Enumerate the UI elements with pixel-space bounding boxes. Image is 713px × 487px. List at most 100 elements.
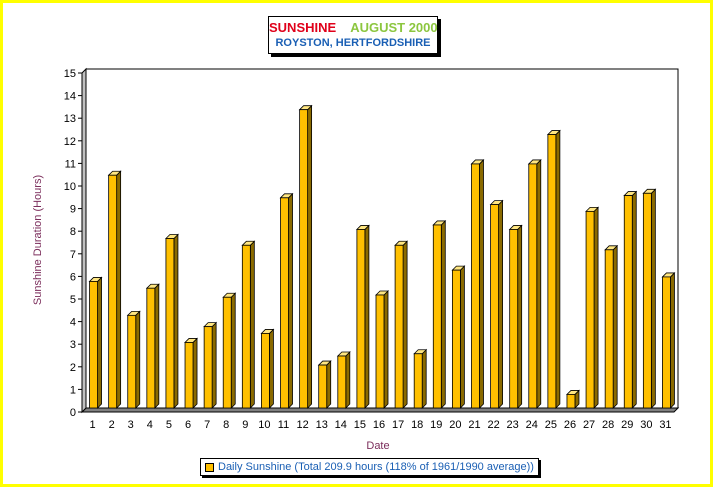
bar bbox=[298, 104, 313, 409]
bar-front bbox=[432, 224, 442, 409]
bar bbox=[184, 337, 198, 409]
x-tick-label: 1 bbox=[89, 419, 95, 431]
bar-front bbox=[604, 249, 614, 409]
chart-title-box: SUNSHINE AUGUST 2000 ROYSTON, HERTFORDSHI… bbox=[268, 16, 438, 54]
bar bbox=[336, 351, 351, 409]
x-tick-label: 31 bbox=[659, 419, 671, 431]
x-tick-label: 19 bbox=[430, 419, 442, 431]
bar bbox=[222, 292, 237, 409]
y-tick-label: 2 bbox=[70, 362, 76, 374]
bar-side bbox=[192, 337, 198, 409]
y-tick-label: 8 bbox=[70, 226, 76, 238]
chart-title-sunshine: SUNSHINE bbox=[269, 20, 337, 35]
bar-front bbox=[490, 204, 499, 409]
bar-front bbox=[222, 296, 232, 409]
x-tick-label: 26 bbox=[564, 419, 576, 431]
bar-front bbox=[413, 353, 423, 409]
y-tick-label: 1 bbox=[70, 384, 76, 396]
bar-front bbox=[566, 394, 576, 409]
bar bbox=[527, 158, 542, 409]
x-tick-label: 20 bbox=[449, 419, 461, 431]
bar bbox=[604, 244, 619, 409]
bar bbox=[413, 348, 428, 409]
x-tick-label: 3 bbox=[128, 419, 134, 431]
bar bbox=[260, 328, 275, 409]
bar-front bbox=[280, 197, 289, 409]
bar-front bbox=[241, 244, 251, 409]
bar bbox=[203, 321, 218, 409]
y-tick-label: 3 bbox=[70, 339, 76, 351]
x-tick-label: 17 bbox=[392, 419, 404, 431]
bar-front bbox=[547, 134, 557, 409]
x-tick-label: 8 bbox=[223, 419, 229, 431]
plot-side-wall bbox=[81, 67, 87, 414]
bar-side bbox=[631, 190, 637, 409]
bar-front bbox=[337, 355, 347, 409]
bar-front bbox=[184, 342, 194, 409]
y-tick-label: 5 bbox=[70, 294, 76, 306]
bar bbox=[88, 276, 103, 409]
bar bbox=[470, 158, 485, 409]
bar bbox=[661, 271, 676, 409]
y-tick-label: 10 bbox=[64, 181, 76, 193]
x-tick-label: 27 bbox=[583, 419, 595, 431]
x-tick-label: 10 bbox=[258, 419, 270, 431]
bar-front bbox=[394, 244, 404, 409]
plot-floor bbox=[80, 407, 680, 413]
x-tick-label: 23 bbox=[507, 419, 519, 431]
bar-front bbox=[108, 174, 118, 409]
x-tick-label: 21 bbox=[468, 419, 480, 431]
bar-front bbox=[662, 276, 671, 409]
x-tick-label: 22 bbox=[487, 419, 499, 431]
x-tick-label: 28 bbox=[602, 419, 614, 431]
bar bbox=[145, 283, 160, 409]
chart-title-month: AUGUST 2000 bbox=[350, 20, 438, 35]
x-tick-label: 7 bbox=[204, 419, 210, 431]
bar-side bbox=[498, 199, 503, 409]
bar-side bbox=[670, 271, 675, 409]
bar-side bbox=[307, 104, 313, 409]
bar bbox=[126, 310, 141, 409]
x-tick-label: 16 bbox=[373, 419, 385, 431]
bar-side bbox=[173, 233, 179, 409]
bar-side bbox=[116, 170, 122, 409]
bar-side bbox=[421, 348, 427, 409]
bar-front bbox=[261, 333, 270, 409]
bar-front bbox=[89, 281, 98, 409]
bar bbox=[623, 190, 638, 409]
bar-side bbox=[97, 276, 102, 409]
bar-side bbox=[288, 192, 293, 409]
y-tick-label: 7 bbox=[70, 249, 76, 261]
bar-front bbox=[509, 229, 519, 409]
bar-front bbox=[528, 163, 538, 409]
x-tick-label: 14 bbox=[335, 419, 347, 431]
bar-side bbox=[154, 283, 160, 409]
y-tick-label: 0 bbox=[70, 407, 76, 419]
bar-side bbox=[650, 188, 656, 409]
bar-side bbox=[345, 351, 351, 409]
bar-side bbox=[364, 224, 370, 409]
bar-layer bbox=[88, 104, 676, 409]
bar-side bbox=[211, 321, 217, 409]
bar bbox=[546, 129, 561, 409]
bar bbox=[164, 233, 179, 409]
bar bbox=[279, 192, 294, 409]
bar-side bbox=[249, 240, 255, 409]
bar-front bbox=[642, 192, 652, 409]
y-axis-label: Sunshine Duration (Hours) bbox=[32, 174, 44, 306]
bar-side bbox=[536, 158, 542, 409]
x-tick-label: 11 bbox=[278, 419, 289, 431]
y-tick-label: 9 bbox=[70, 204, 76, 216]
y-tick-label: 13 bbox=[64, 113, 76, 125]
x-tick-label: 29 bbox=[621, 419, 633, 431]
bar-side bbox=[230, 292, 236, 409]
bar bbox=[566, 389, 580, 409]
legend: Daily Sunshine (Total 209.9 hours (118% … bbox=[200, 458, 539, 476]
bar bbox=[241, 240, 256, 409]
bar bbox=[355, 224, 370, 409]
bar bbox=[489, 199, 504, 409]
x-tick-label: 12 bbox=[296, 419, 308, 431]
bar-front bbox=[356, 229, 366, 409]
x-tick-label: 5 bbox=[166, 419, 172, 431]
